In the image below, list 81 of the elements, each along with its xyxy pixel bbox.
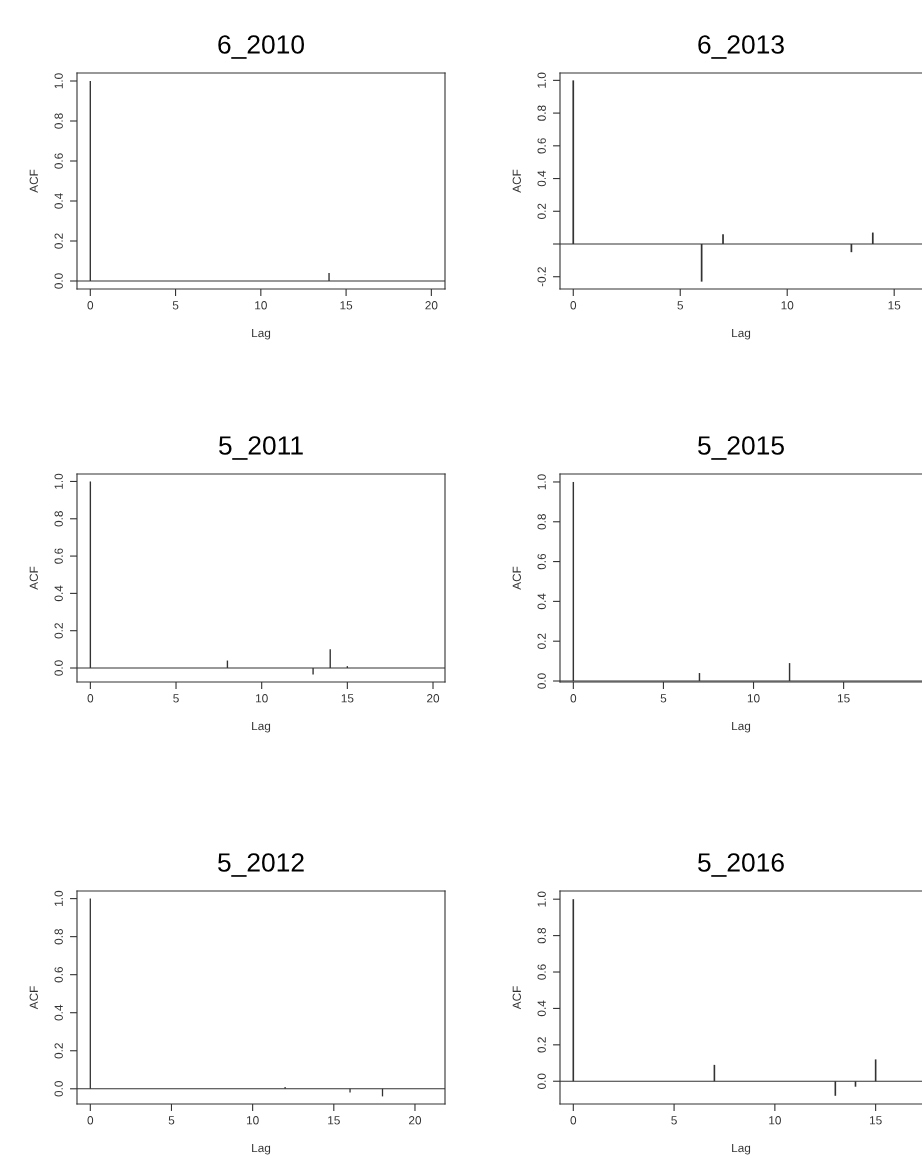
x-tick-label: 0	[570, 1116, 577, 1125]
chart-title: 5_2011	[219, 436, 303, 460]
y-tick-label: 0.4	[54, 193, 63, 209]
x-tick-label: 5	[660, 694, 667, 703]
y-tick-label: 0.0	[54, 660, 63, 676]
x-tick-label: 20	[427, 694, 440, 703]
y-axis-title: ACF	[512, 986, 521, 1010]
y-tick-label: 0.8	[537, 514, 546, 530]
y-tick-label: 1.0	[54, 890, 63, 906]
y-tick-label: -0.2	[537, 267, 546, 287]
y-tick-label: 0.8	[537, 927, 546, 944]
x-axis-title: Lag	[732, 721, 751, 733]
x-tick-label: 20	[409, 1116, 422, 1125]
x-tick-label: 15	[341, 694, 354, 703]
x-axis-title: Lag	[252, 1143, 271, 1155]
y-tick-label: 1.0	[537, 474, 546, 490]
x-tick-label: 5	[671, 1116, 677, 1125]
x-axis-title: Lag	[252, 721, 271, 733]
y-tick-label: 0.2	[537, 203, 546, 220]
y-axis-title: ACF	[29, 986, 38, 1010]
x-tick-label: 10	[781, 301, 794, 310]
x-tick-label: 10	[255, 301, 267, 310]
x-tick-label: 10	[769, 1116, 781, 1125]
y-tick-label: 0.6	[537, 553, 546, 570]
y-tick-label: 1.0	[537, 891, 546, 907]
x-axis-title: Lag	[732, 328, 751, 340]
y-axis-title: ACF	[29, 169, 38, 193]
y-tick-label: 0.2	[54, 233, 63, 249]
y-tick-label: 0.2	[537, 1037, 546, 1053]
x-tick-label: 0	[87, 1116, 94, 1125]
y-tick-label: 0.2	[537, 633, 546, 649]
chart-title: 5_2016	[698, 853, 784, 877]
x-tick-label: 0	[570, 301, 577, 310]
chart-title: 6_2010	[218, 35, 304, 59]
y-tick-label: 0.8	[54, 113, 63, 129]
chart-title: 6_2013	[698, 35, 784, 59]
x-tick-label: 0	[570, 694, 577, 703]
y-tick-label: 0.6	[537, 964, 546, 980]
y-axis-title: ACF	[512, 169, 521, 193]
x-tick-label: 0	[87, 694, 94, 703]
y-tick-label: 0.6	[54, 966, 63, 983]
chart-title: 5_2015	[698, 436, 784, 460]
x-tick-label: 5	[173, 694, 179, 703]
x-tick-label: 5	[677, 301, 684, 310]
y-tick-label: 0.6	[54, 153, 63, 169]
x-tick-label: 15	[328, 1116, 340, 1125]
y-tick-label: 1.0	[537, 72, 546, 88]
x-tick-label: 10	[747, 694, 760, 703]
y-tick-label: 0.6	[537, 138, 546, 154]
x-tick-label: 5	[172, 301, 179, 310]
chart-title: 5_2012	[218, 853, 304, 877]
y-tick-label: 1.0	[54, 73, 63, 89]
x-tick-label: 15	[837, 694, 850, 703]
y-tick-label: 0.0	[537, 1073, 546, 1089]
y-axis-title: ACF	[29, 566, 38, 590]
y-tick-label: 0.8	[54, 511, 63, 527]
y-tick-label: 0.4	[537, 593, 546, 610]
y-tick-label: 1.0	[54, 473, 63, 489]
y-tick-label: 0.4	[54, 585, 63, 602]
y-tick-label: 0.4	[537, 170, 546, 187]
x-tick-label: 15	[340, 301, 353, 310]
x-tick-label: 15	[888, 301, 901, 310]
y-tick-label: 0.4	[54, 1004, 63, 1021]
y-tick-label: 0.0	[54, 273, 63, 289]
x-tick-label: 5	[168, 1116, 175, 1125]
x-tick-label: 0	[87, 301, 94, 310]
y-tick-label: 0.8	[537, 105, 546, 121]
y-tick-label: 0.2	[54, 623, 63, 639]
x-tick-label: 10	[256, 694, 268, 703]
y-tick-label: 0.0	[537, 673, 546, 689]
y-tick-label: 0.0	[54, 1081, 63, 1097]
y-tick-label: 0.2	[54, 1043, 63, 1059]
y-tick-label: 0.6	[54, 548, 63, 564]
y-axis-title: ACF	[512, 566, 521, 590]
x-axis-title: Lag	[252, 328, 271, 340]
x-axis-title: Lag	[732, 1143, 751, 1155]
y-tick-label: 0.8	[54, 928, 63, 945]
y-tick-label: 0.4	[537, 1000, 546, 1017]
x-tick-label: 10	[246, 1116, 259, 1125]
x-tick-label: 15	[869, 1116, 882, 1125]
x-tick-label: 20	[425, 301, 438, 310]
